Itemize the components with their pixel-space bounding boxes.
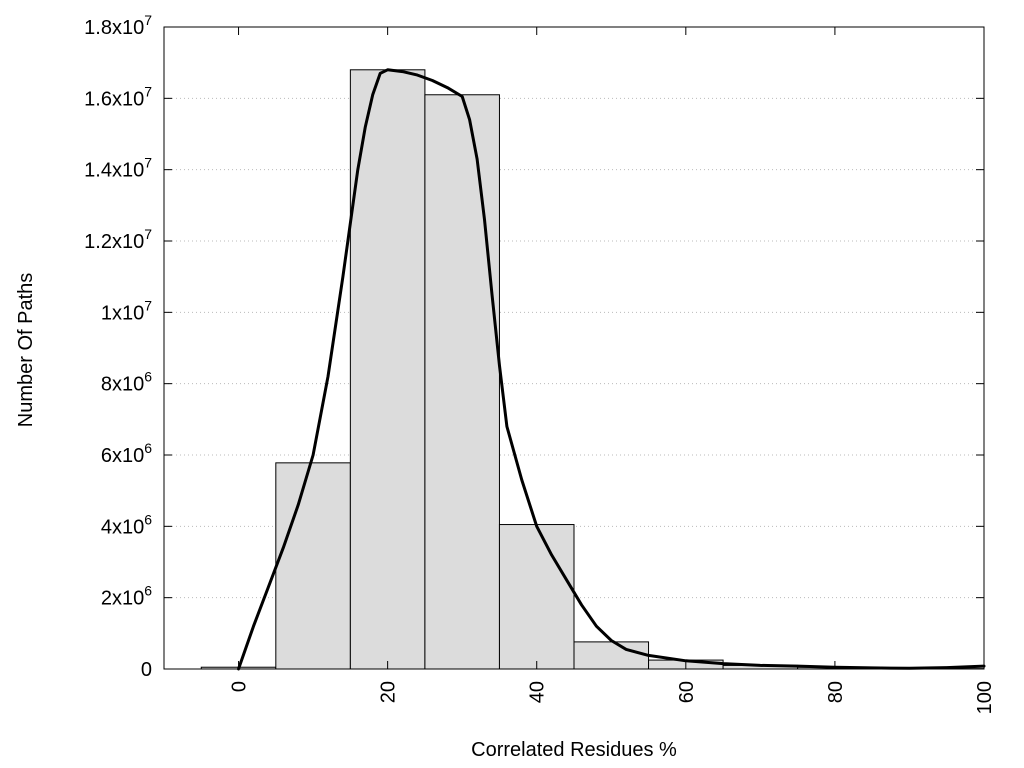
x-tick-label: 100	[974, 681, 996, 714]
y-tick-label-base: 0	[141, 659, 152, 681]
y-tick-label: 6x106	[101, 440, 152, 467]
y-tick-label: 8x106	[101, 369, 152, 396]
y-tick-label: 1.4x107	[84, 155, 152, 182]
histogram-bar	[349, 69, 426, 670]
x-tick-label: 20	[378, 681, 400, 703]
y-tick-label-exponent: 7	[144, 226, 152, 242]
y-tick-label-base: 1x10	[101, 302, 144, 324]
y-tick-label-exponent: 7	[144, 12, 152, 28]
y-axis-title: Number Of Paths	[15, 273, 37, 428]
y-tick-label-exponent: 6	[144, 369, 152, 385]
y-tick-label-exponent: 7	[144, 297, 152, 313]
y-tick-label: 1.2x107	[84, 226, 152, 253]
histogram-bar	[275, 462, 351, 670]
x-tick-label: 40	[527, 681, 549, 703]
histogram-bar	[424, 94, 500, 670]
y-tick-label-exponent: 6	[144, 511, 152, 527]
x-axis-title: Correlated Residues %	[471, 739, 677, 761]
y-tick-label-base: 1.4x10	[84, 160, 144, 182]
y-tick-label-exponent: 7	[144, 83, 152, 99]
y-tick-label-base: 6x10	[101, 445, 144, 467]
y-tick-label: 2x106	[101, 583, 152, 610]
y-tick-label: 1.6x107	[84, 83, 152, 110]
y-tick-label-exponent: 7	[144, 155, 152, 171]
histogram-bars	[200, 69, 985, 670]
y-tick-label-base: 8x10	[101, 374, 144, 396]
y-tick-label-base: 4x10	[101, 516, 144, 538]
y-tick-label: 1.8x107	[84, 12, 152, 39]
x-axis: 0 20 40 60 80 100	[229, 27, 996, 714]
fitted-curve	[237, 68, 986, 671]
y-tick-label: 4x106	[101, 511, 152, 538]
y-tick-label-base: 1.6x10	[84, 88, 144, 110]
histogram-bar	[573, 641, 650, 670]
histogram-bar	[498, 524, 575, 670]
y-axis: 02x1064x1066x1068x1061x1071.2x1071.4x107…	[84, 12, 984, 681]
y-tick-label: 0	[141, 659, 152, 681]
y-tick-label-exponent: 6	[144, 440, 152, 456]
x-tick-label: 0	[229, 681, 251, 692]
y-tick-label-base: 1.8x10	[84, 17, 144, 39]
plot-frame	[163, 26, 985, 670]
x-tick-label: 80	[825, 681, 847, 703]
y-tick-label: 1x107	[101, 297, 152, 324]
y-tick-label-exponent: 6	[144, 583, 152, 599]
x-tick-label: 60	[676, 681, 698, 703]
y-tick-label-base: 1.2x10	[84, 231, 144, 253]
y-tick-label-base: 2x10	[101, 588, 144, 610]
